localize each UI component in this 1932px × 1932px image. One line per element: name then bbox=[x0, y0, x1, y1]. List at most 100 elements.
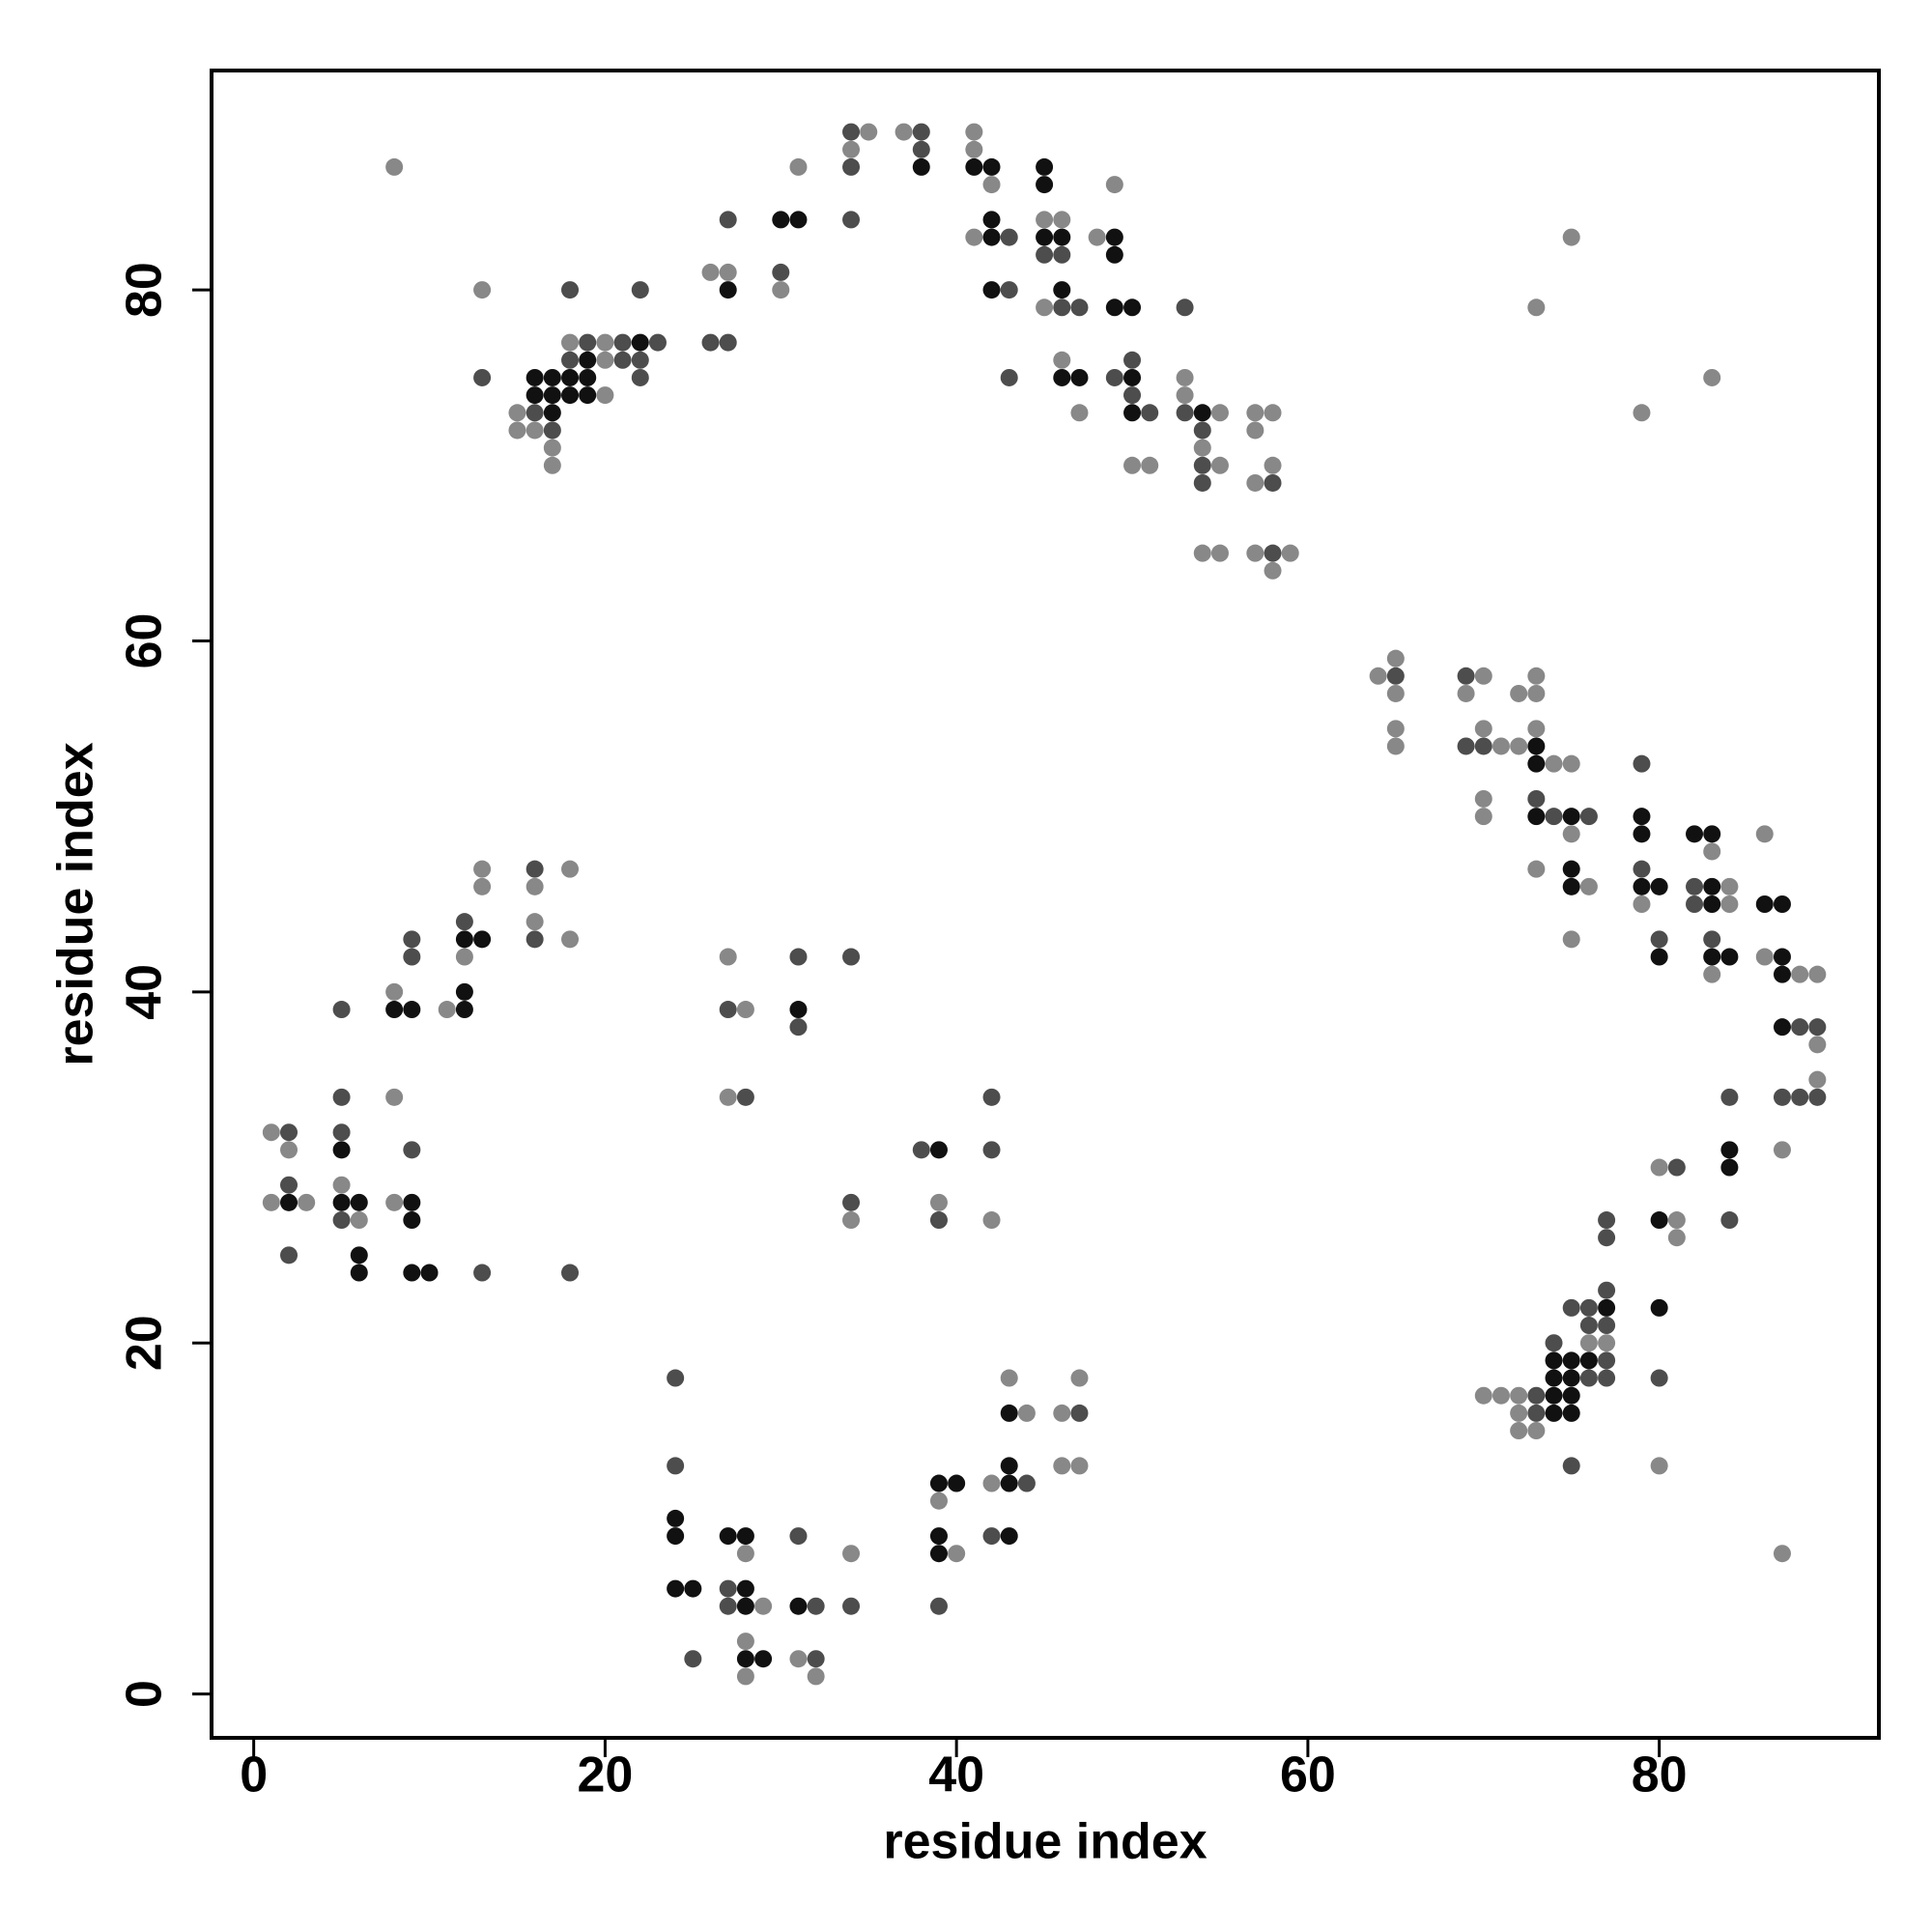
point bbox=[948, 1545, 966, 1563]
point bbox=[929, 1141, 948, 1159]
y-tick-label: 40 bbox=[117, 964, 173, 1020]
point bbox=[631, 281, 649, 299]
point bbox=[1633, 825, 1651, 843]
point bbox=[403, 1264, 421, 1282]
point bbox=[1650, 1211, 1668, 1230]
point bbox=[526, 877, 544, 895]
point bbox=[1492, 1386, 1510, 1405]
point bbox=[1070, 368, 1089, 386]
point bbox=[1720, 1088, 1739, 1106]
point bbox=[1036, 298, 1054, 317]
point bbox=[1053, 211, 1071, 229]
point bbox=[965, 157, 983, 176]
point bbox=[561, 351, 580, 369]
point bbox=[298, 1193, 316, 1211]
point bbox=[1650, 877, 1668, 895]
point bbox=[772, 211, 790, 229]
point bbox=[1036, 245, 1054, 264]
point bbox=[1053, 298, 1071, 317]
point bbox=[1598, 1211, 1616, 1230]
point bbox=[1246, 473, 1264, 492]
point bbox=[1650, 1298, 1668, 1317]
point bbox=[1720, 895, 1739, 913]
point bbox=[1667, 1229, 1686, 1247]
point bbox=[719, 948, 737, 966]
point bbox=[1650, 1158, 1668, 1177]
point bbox=[842, 140, 861, 158]
point bbox=[1755, 895, 1774, 913]
point bbox=[1633, 895, 1651, 913]
point bbox=[1579, 1351, 1598, 1370]
point bbox=[473, 1264, 492, 1282]
point bbox=[948, 1474, 966, 1492]
point bbox=[842, 1211, 861, 1230]
point bbox=[1579, 1369, 1598, 1387]
point bbox=[1070, 298, 1089, 317]
point bbox=[455, 948, 473, 966]
point bbox=[929, 1597, 948, 1615]
point bbox=[385, 157, 404, 176]
point bbox=[1457, 737, 1475, 755]
point bbox=[473, 860, 492, 878]
point bbox=[526, 421, 544, 440]
point bbox=[332, 1088, 351, 1106]
point bbox=[1562, 1404, 1580, 1422]
point bbox=[929, 1193, 948, 1211]
point bbox=[543, 439, 561, 457]
point bbox=[1773, 1018, 1791, 1037]
point bbox=[1633, 860, 1651, 878]
point bbox=[1000, 1369, 1018, 1387]
point bbox=[1545, 1334, 1563, 1352]
point bbox=[667, 1369, 685, 1387]
point bbox=[1562, 1386, 1580, 1405]
y-tick-label: 60 bbox=[117, 613, 173, 669]
point bbox=[912, 123, 930, 141]
point bbox=[789, 1527, 808, 1546]
point bbox=[1105, 228, 1123, 246]
point bbox=[1123, 298, 1142, 317]
point bbox=[1193, 544, 1211, 562]
point bbox=[912, 1141, 930, 1159]
point bbox=[526, 386, 544, 405]
point bbox=[736, 1650, 754, 1668]
point bbox=[473, 930, 492, 949]
point bbox=[1720, 1141, 1739, 1159]
point bbox=[526, 368, 544, 386]
point bbox=[1598, 1229, 1616, 1247]
point bbox=[262, 1123, 280, 1142]
point bbox=[1562, 825, 1580, 843]
point bbox=[1598, 1334, 1616, 1352]
point bbox=[807, 1650, 825, 1668]
point bbox=[1053, 1404, 1071, 1422]
point bbox=[1527, 298, 1546, 317]
point bbox=[332, 1211, 351, 1230]
point bbox=[736, 1633, 754, 1651]
point bbox=[789, 1001, 808, 1019]
point bbox=[1036, 228, 1054, 246]
point bbox=[1193, 404, 1211, 422]
point bbox=[526, 930, 544, 949]
point bbox=[1474, 789, 1492, 808]
x-axis-label: residue index bbox=[883, 1814, 1207, 1870]
point bbox=[332, 1141, 351, 1159]
point bbox=[1667, 1158, 1686, 1177]
point bbox=[719, 1001, 737, 1019]
point bbox=[1492, 737, 1510, 755]
point bbox=[736, 1001, 754, 1019]
point bbox=[842, 1597, 861, 1615]
point bbox=[403, 1211, 421, 1230]
point bbox=[1053, 368, 1071, 386]
point bbox=[1598, 1317, 1616, 1335]
point bbox=[1527, 860, 1546, 878]
point bbox=[1703, 948, 1721, 966]
point bbox=[1808, 1070, 1827, 1089]
point bbox=[719, 1088, 737, 1106]
point bbox=[1000, 1404, 1018, 1422]
point bbox=[1703, 877, 1721, 895]
point bbox=[1527, 808, 1546, 826]
point bbox=[1193, 456, 1211, 474]
point bbox=[1703, 965, 1721, 983]
point bbox=[789, 157, 808, 176]
point bbox=[719, 263, 737, 281]
point bbox=[1808, 1036, 1827, 1054]
